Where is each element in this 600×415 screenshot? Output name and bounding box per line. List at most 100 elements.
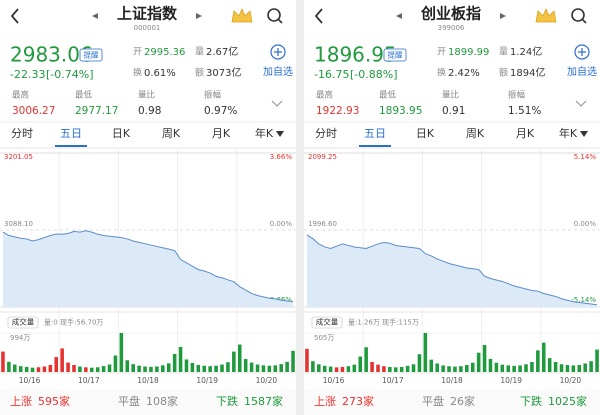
breadth-count: 595 xyxy=(38,395,59,408)
volume-bar xyxy=(322,365,327,372)
volume-bar xyxy=(279,364,283,372)
breadth-count: 273 xyxy=(342,395,363,408)
volume-bar xyxy=(149,366,153,372)
breadth-unit: 家 xyxy=(272,394,283,408)
remind-badge[interactable] xyxy=(383,48,407,62)
tab[interactable]: 五日 xyxy=(60,127,82,140)
tab[interactable]: 周K xyxy=(466,127,485,140)
back-button[interactable] xyxy=(10,8,19,24)
volume-bar xyxy=(226,362,230,372)
volume-bar xyxy=(30,367,35,372)
back-button[interactable] xyxy=(314,8,323,24)
volume-bar xyxy=(553,361,558,372)
prev-arrow[interactable] xyxy=(396,13,402,19)
volume-bar xyxy=(429,359,434,372)
volume-bar xyxy=(459,366,463,372)
volume-title: 成交量 xyxy=(316,317,339,327)
expand-chevron[interactable] xyxy=(271,100,283,107)
volume-bar xyxy=(453,366,457,372)
summary-value: 1893.95 xyxy=(379,105,422,117)
volume-bar xyxy=(36,367,41,372)
volume-bar xyxy=(267,365,272,372)
stat-label: 额 xyxy=(499,67,508,79)
tab-dropdown[interactable] xyxy=(276,131,284,137)
market-breadth: 上涨 273家 xyxy=(314,394,374,408)
breadth-label: 平盘 xyxy=(422,394,444,408)
stat-label: 换 xyxy=(437,67,446,79)
volume-bar xyxy=(172,353,177,372)
expand-chevron[interactable] xyxy=(575,100,587,107)
volume-bar xyxy=(405,365,410,372)
volume-info: 量:1.26万 现手:115万 xyxy=(348,318,419,327)
volume-bar xyxy=(113,355,118,372)
index-code: 000001 xyxy=(134,24,161,32)
x-tick-label: 10/20 xyxy=(256,376,278,385)
y-tick-label: 1996.60 xyxy=(308,220,337,228)
tab[interactable]: 月K xyxy=(516,127,535,140)
market-breadth: 下跌 1587家 xyxy=(216,394,283,408)
index-title: 创业板指 xyxy=(420,5,481,23)
stat-label: 换 xyxy=(133,67,142,79)
tab[interactable]: 月K xyxy=(212,127,231,140)
remind-label: 提醒 xyxy=(84,50,99,60)
avatar-icon[interactable] xyxy=(231,7,253,23)
volume-bar xyxy=(346,366,351,372)
search-icon[interactable] xyxy=(571,8,585,22)
tab[interactable]: 五日 xyxy=(364,127,386,140)
stat-value: 3073亿 xyxy=(206,66,241,79)
y2-tick-label: 0.00% xyxy=(574,220,597,228)
stat-value: 2.67亿 xyxy=(206,45,238,58)
search-icon[interactable] xyxy=(267,8,281,22)
volume-bar xyxy=(340,366,345,372)
tab[interactable]: 分时 xyxy=(11,127,33,140)
volume-bar xyxy=(285,361,289,372)
search-icon-handle xyxy=(277,18,283,24)
remind-badge[interactable] xyxy=(79,48,103,62)
volume-bar xyxy=(547,358,552,372)
tab[interactable]: 年K xyxy=(559,126,578,140)
volume-bar xyxy=(393,367,398,372)
add-watch-icon[interactable] xyxy=(270,44,286,60)
volume-tick-label: 505万 xyxy=(314,334,334,342)
volume-bar xyxy=(60,348,64,372)
avatar-icon[interactable] xyxy=(535,7,557,23)
tab[interactable]: 年K xyxy=(255,126,274,140)
next-arrow[interactable] xyxy=(500,13,506,19)
next-arrow[interactable] xyxy=(196,13,202,19)
volume-bar xyxy=(220,364,224,372)
tab[interactable]: 周K xyxy=(162,127,181,140)
volume-bar xyxy=(577,365,582,372)
tab-dropdown[interactable] xyxy=(580,131,588,137)
volume-bar xyxy=(476,352,481,372)
volume-bar xyxy=(166,363,171,372)
volume-bar xyxy=(441,365,445,372)
market-breadth: 下跌 1025家 xyxy=(520,394,587,408)
volume-bar xyxy=(494,362,499,372)
volume-bar xyxy=(1,351,5,372)
volume-bar xyxy=(125,360,130,372)
volume-bar xyxy=(559,364,564,372)
volume-bar xyxy=(137,365,141,372)
y-tick-label: 3088.10 xyxy=(4,220,33,228)
volume-bar xyxy=(506,365,511,372)
summary-label: 量比 xyxy=(138,90,155,101)
tab[interactable]: 分时 xyxy=(315,127,337,140)
volume-bar xyxy=(196,364,201,372)
volume-bar xyxy=(423,333,428,372)
add-watch-icon[interactable] xyxy=(574,44,590,60)
tab[interactable]: 日K xyxy=(416,127,435,140)
summary-value: 0.91 xyxy=(442,105,465,117)
change: -16.75 xyxy=(314,68,349,81)
change: -22.33 xyxy=(10,68,45,81)
breadth-unit: 家 xyxy=(167,394,178,408)
prev-arrow[interactable] xyxy=(92,13,98,19)
summary-label: 最低 xyxy=(379,90,397,101)
summary-value: 1.51% xyxy=(508,105,541,117)
breadth-unit: 家 xyxy=(363,394,374,408)
footer-bg xyxy=(0,389,296,415)
volume-bar xyxy=(435,363,439,372)
tab[interactable]: 日K xyxy=(112,127,131,140)
summary-value: 1922.93 xyxy=(316,105,359,117)
summary-label: 最高 xyxy=(316,90,333,101)
